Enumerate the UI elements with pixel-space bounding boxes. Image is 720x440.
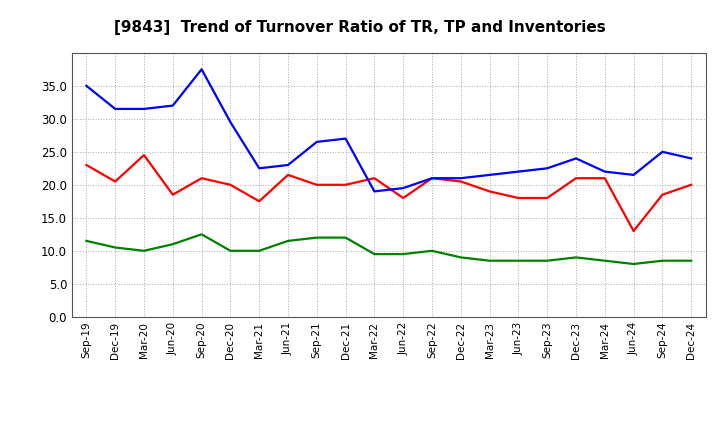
Inventories xyxy=(687,258,696,263)
Inventories xyxy=(629,261,638,267)
Line: Trade Receivables: Trade Receivables xyxy=(86,155,691,231)
Trade Payables xyxy=(255,165,264,171)
Line: Trade Payables: Trade Payables xyxy=(86,69,691,191)
Trade Receivables xyxy=(111,179,120,184)
Trade Payables xyxy=(572,156,580,161)
Trade Payables xyxy=(284,162,292,168)
Inventories xyxy=(572,255,580,260)
Trade Receivables xyxy=(312,182,321,187)
Trade Receivables xyxy=(687,182,696,187)
Inventories xyxy=(226,248,235,253)
Trade Payables xyxy=(456,176,465,181)
Inventories xyxy=(341,235,350,240)
Trade Payables xyxy=(428,176,436,181)
Trade Payables xyxy=(629,172,638,177)
Trade Receivables xyxy=(629,228,638,234)
Trade Payables xyxy=(82,83,91,88)
Trade Receivables xyxy=(399,195,408,201)
Trade Receivables xyxy=(456,179,465,184)
Trade Receivables xyxy=(226,182,235,187)
Trade Receivables xyxy=(600,176,609,181)
Trade Receivables xyxy=(370,176,379,181)
Trade Receivables xyxy=(284,172,292,177)
Trade Receivables xyxy=(658,192,667,197)
Trade Payables xyxy=(197,66,206,72)
Trade Payables xyxy=(543,165,552,171)
Trade Payables xyxy=(370,189,379,194)
Trade Receivables xyxy=(485,189,494,194)
Inventories xyxy=(82,238,91,244)
Trade Receivables xyxy=(168,192,177,197)
Trade Payables xyxy=(687,156,696,161)
Trade Receivables xyxy=(543,195,552,201)
Inventories xyxy=(485,258,494,263)
Inventories xyxy=(312,235,321,240)
Inventories xyxy=(543,258,552,263)
Trade Payables xyxy=(600,169,609,174)
Inventories xyxy=(370,251,379,257)
Inventories xyxy=(600,258,609,263)
Trade Receivables xyxy=(140,152,148,158)
Inventories xyxy=(428,248,436,253)
Inventories xyxy=(140,248,148,253)
Trade Receivables xyxy=(428,176,436,181)
Trade Receivables xyxy=(341,182,350,187)
Trade Payables xyxy=(226,119,235,125)
Trade Payables xyxy=(514,169,523,174)
Trade Payables xyxy=(140,106,148,111)
Inventories xyxy=(284,238,292,244)
Trade Receivables xyxy=(572,176,580,181)
Inventories xyxy=(168,242,177,247)
Trade Payables xyxy=(658,149,667,154)
Inventories xyxy=(456,255,465,260)
Trade Receivables xyxy=(514,195,523,201)
Trade Receivables xyxy=(197,176,206,181)
Trade Receivables xyxy=(255,198,264,204)
Trade Payables xyxy=(312,139,321,144)
Trade Receivables xyxy=(82,162,91,168)
Trade Payables xyxy=(341,136,350,141)
Trade Payables xyxy=(399,186,408,191)
Line: Inventories: Inventories xyxy=(86,234,691,264)
Inventories xyxy=(658,258,667,263)
Inventories xyxy=(514,258,523,263)
Inventories xyxy=(197,231,206,237)
Inventories xyxy=(255,248,264,253)
Text: [9843]  Trend of Turnover Ratio of TR, TP and Inventories: [9843] Trend of Turnover Ratio of TR, TP… xyxy=(114,20,606,35)
Inventories xyxy=(111,245,120,250)
Trade Payables xyxy=(168,103,177,108)
Trade Payables xyxy=(485,172,494,177)
Trade Payables xyxy=(111,106,120,111)
Inventories xyxy=(399,251,408,257)
